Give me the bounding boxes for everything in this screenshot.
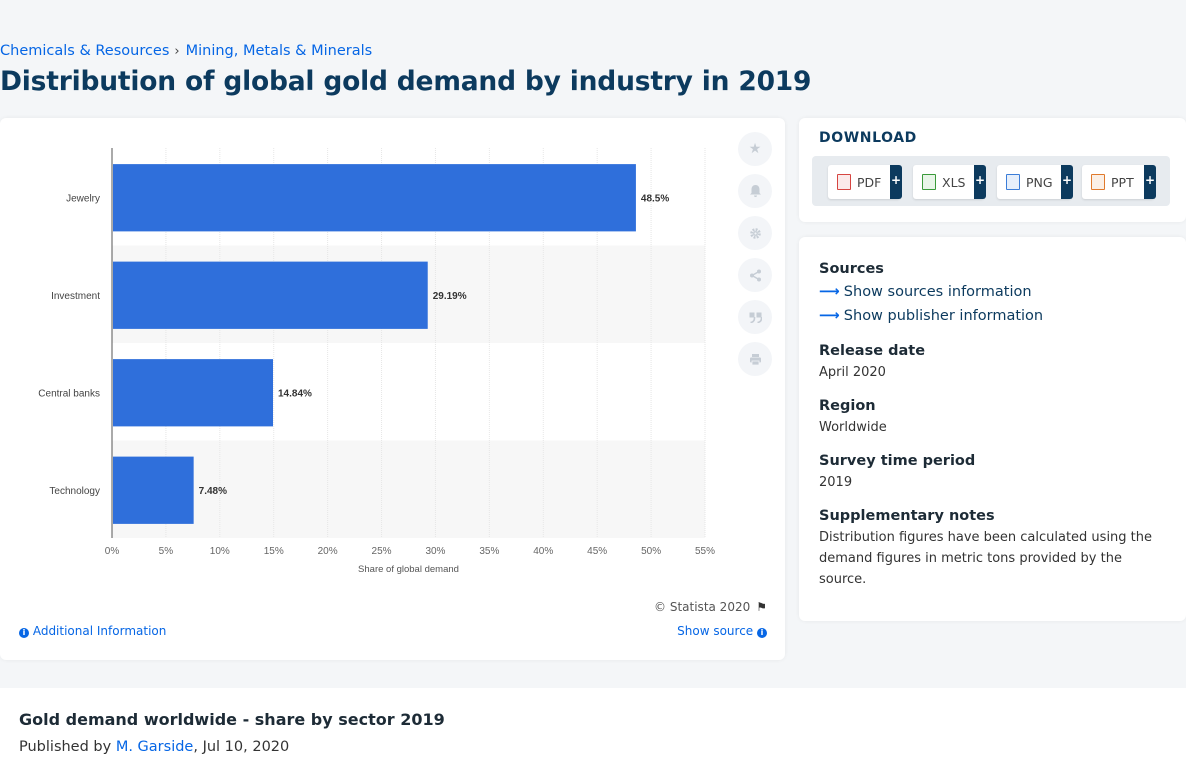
row-band <box>112 440 705 538</box>
download-xls-button[interactable]: XLS + <box>913 165 986 199</box>
info-icon: i <box>757 628 767 638</box>
info-icon: i <box>19 628 29 638</box>
download-heading: DOWNLOAD <box>819 130 917 146</box>
copyright-note: © Statista 2020 ⚑ <box>654 600 767 614</box>
download-png-label: PNG <box>1026 174 1053 190</box>
category-label: Investment <box>51 291 100 302</box>
statistic-summary: Gold demand worldwide - share by sector … <box>0 688 1186 760</box>
top-bar <box>0 0 1186 38</box>
bar <box>113 456 194 524</box>
category-label: Technology <box>49 486 100 497</box>
bar <box>113 261 428 329</box>
category-label: Central banks <box>38 388 100 399</box>
star-icon: ★ <box>748 141 762 157</box>
download-ppt-label: PPT <box>1111 174 1134 190</box>
ppt-file-icon <box>1091 174 1105 190</box>
xls-file-icon <box>922 174 936 190</box>
statistic-details-card: Sources ⟶ Show sources information ⟶ Show … <box>799 237 1186 621</box>
breadcrumb-link-chemicals[interactable]: Chemicals & Resources <box>0 43 170 59</box>
survey-period-value: 2019 <box>819 475 853 490</box>
bar-chart: 0% 5% 10% 15% 20% 25% 30% 35% 40% 45% 50% 55% Jewelr… <box>38 148 715 575</box>
x-tick-label: 0% <box>105 546 120 557</box>
png-file-icon <box>1006 174 1020 190</box>
gear-icon <box>749 227 761 239</box>
bell-icon <box>749 185 761 197</box>
page-title: Distribution of global gold demand by in… <box>0 66 812 97</box>
survey-period-heading: Survey time period <box>819 453 976 469</box>
x-tick-label: 5% <box>159 546 174 557</box>
category-label: Jewelry <box>66 193 100 204</box>
data-label: 29.19% <box>433 291 467 302</box>
show-publisher-label: Show publisher information <box>843 308 1044 324</box>
plus-icon: + <box>974 165 986 199</box>
published-line: Published by M. Garside, Jul 10, 2020 <box>19 739 289 755</box>
published-prefix: Published by <box>19 739 112 755</box>
download-ppt-button[interactable]: PPT + <box>1082 165 1156 199</box>
data-label: 14.84% <box>278 388 312 399</box>
release-date-value: April 2020 <box>819 365 886 380</box>
author-link[interactable]: M. Garside <box>115 739 194 755</box>
data-label: 48.5% <box>641 193 669 204</box>
notification-button[interactable] <box>738 174 772 208</box>
breadcrumb: Chemicals & Resources › Mining, Metals & M… <box>0 43 372 59</box>
copyright-text: © Statista 2020 <box>654 600 751 614</box>
plus-icon: + <box>890 165 902 199</box>
cite-button[interactable] <box>738 300 772 334</box>
x-tick-label: 20% <box>318 546 338 557</box>
statistic-title: Gold demand worldwide - share by sector … <box>19 710 445 729</box>
download-bar: PDF + XLS + PNG + PPT + <box>812 156 1170 206</box>
download-png-button[interactable]: PNG + <box>997 165 1073 199</box>
bar <box>113 359 274 427</box>
x-tick-label: 10% <box>210 546 230 557</box>
additional-information-link[interactable]: i Additional Information <box>19 624 166 638</box>
print-icon <box>749 353 761 365</box>
x-tick-label: 50% <box>641 546 661 557</box>
chart-tools: ★ <box>738 132 772 384</box>
bar <box>113 164 636 232</box>
region-heading: Region <box>819 398 876 414</box>
download-pdf-label: PDF <box>857 174 882 190</box>
x-tick-label: 55% <box>695 546 715 557</box>
supplementary-notes-heading: Supplementary notes <box>819 508 995 524</box>
x-tick-label: 40% <box>533 546 553 557</box>
plus-icon: + <box>1061 165 1073 199</box>
data-label: 7.48% <box>199 486 227 497</box>
download-card: DOWNLOAD PDF + XLS + PNG + PPT + <box>799 118 1186 222</box>
chart-card: 0% 5% 10% 15% 20% 25% 30% 35% 40% 45% 50% 55% Jewelr… <box>0 118 785 660</box>
quote-icon <box>749 312 762 323</box>
show-sources-label: Show sources information <box>843 284 1032 300</box>
share-icon <box>749 269 761 281</box>
share-button[interactable] <box>738 258 772 292</box>
supplementary-notes-text: Distribution figures have been calculate… <box>819 530 1153 587</box>
print-button[interactable] <box>738 342 772 376</box>
sources-heading: Sources <box>819 261 884 277</box>
x-tick-label: 30% <box>425 546 445 557</box>
x-tick-label: 15% <box>264 546 284 557</box>
release-date-heading: Release date <box>819 343 926 359</box>
x-tick-label: 35% <box>479 546 499 557</box>
published-date: , Jul 10, 2020 <box>193 739 290 755</box>
show-source-link[interactable]: Show source i <box>677 624 767 638</box>
x-tick-label: 25% <box>372 546 392 557</box>
breadcrumb-separator: › <box>174 44 180 59</box>
x-axis-label: Share of global demand <box>358 564 459 575</box>
settings-button[interactable] <box>738 216 772 250</box>
show-source-label: Show source <box>677 624 754 638</box>
x-tick-label: 45% <box>587 546 607 557</box>
show-publisher-link[interactable]: ⟶ Show publisher information <box>819 308 1043 324</box>
flag-icon[interactable]: ⚑ <box>756 600 767 614</box>
favorite-button[interactable]: ★ <box>738 132 772 166</box>
download-pdf-button[interactable]: PDF + <box>828 165 902 199</box>
show-sources-link[interactable]: ⟶ Show sources information <box>819 284 1032 300</box>
download-xls-label: XLS <box>942 174 966 190</box>
additional-information-label: Additional Information <box>32 624 167 638</box>
arrow-right-icon: ⟶ <box>819 284 840 300</box>
plus-icon: + <box>1144 165 1156 199</box>
breadcrumb-link-mining[interactable]: Mining, Metals & Minerals <box>185 43 373 59</box>
pdf-file-icon <box>837 174 851 190</box>
region-value: Worldwide <box>819 420 887 435</box>
arrow-right-icon: ⟶ <box>819 308 840 324</box>
